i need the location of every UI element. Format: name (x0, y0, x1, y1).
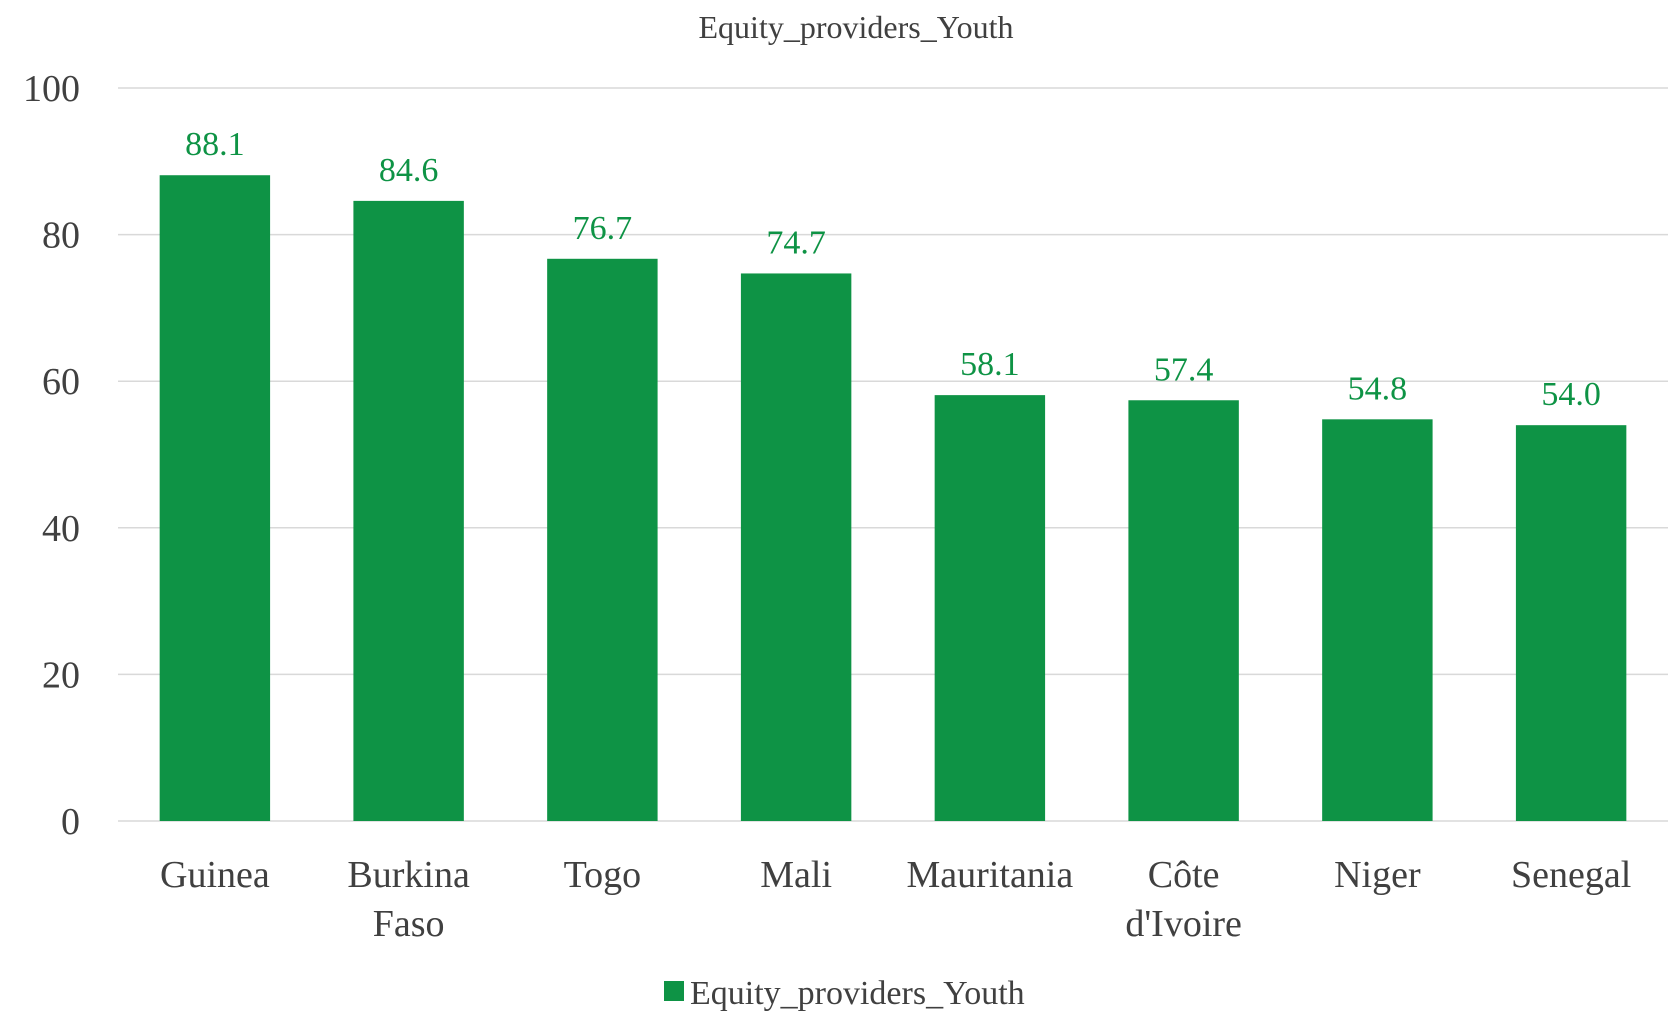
x-tick-label: Senegal (1511, 854, 1631, 896)
y-tick-label: 0 (61, 801, 80, 843)
y-axis: 0 20 40 60 80 100 (23, 68, 80, 843)
data-label: 57.4 (1154, 351, 1214, 388)
bar-series (159, 175, 1627, 822)
gridlines (118, 87, 1668, 822)
y-tick-label: 100 (23, 68, 80, 110)
data-label: 84.6 (379, 152, 439, 189)
x-axis: Guinea Burkina Faso Togo Mali Mauritania Côte d… (160, 854, 1631, 945)
bar (547, 258, 658, 821)
x-tick-label: Mauritania (907, 854, 1074, 896)
x-tick-label: Faso (373, 903, 445, 945)
x-tick-label: d'Ivoire (1125, 903, 1242, 945)
bar (353, 200, 464, 821)
y-tick-label: 80 (42, 215, 80, 257)
data-label: 58.1 (960, 346, 1020, 383)
data-label: 54.8 (1348, 370, 1408, 407)
x-tick-label: Togo (564, 854, 642, 896)
legend: Equity_providers_Youth (664, 975, 1025, 1012)
x-tick-label: Niger (1334, 854, 1421, 896)
x-tick-label: Côte (1148, 854, 1220, 896)
data-label: 76.7 (573, 210, 633, 247)
bar (159, 175, 271, 822)
y-tick-label: 20 (42, 654, 80, 696)
bar (934, 395, 1046, 821)
chart-title: Equity_providers_Youth (699, 9, 1014, 45)
x-tick-label: Mali (760, 854, 832, 896)
legend-label: Equity_providers_Youth (690, 975, 1025, 1012)
x-tick-label: Guinea (160, 854, 270, 896)
data-label: 74.7 (766, 224, 826, 261)
data-label: 54.0 (1541, 376, 1601, 413)
data-labels: 88.1 84.6 76.7 74.7 58.1 57.4 54.8 54.0 (185, 126, 1601, 413)
x-tick-label: Burkina (347, 854, 470, 896)
y-tick-label: 60 (42, 361, 80, 403)
bar (1128, 400, 1239, 821)
bar (1322, 419, 1433, 821)
bar (1515, 425, 1627, 821)
y-tick-label: 40 (42, 508, 80, 550)
legend-swatch (664, 981, 684, 1001)
data-label: 88.1 (185, 126, 245, 163)
bar (740, 273, 852, 822)
